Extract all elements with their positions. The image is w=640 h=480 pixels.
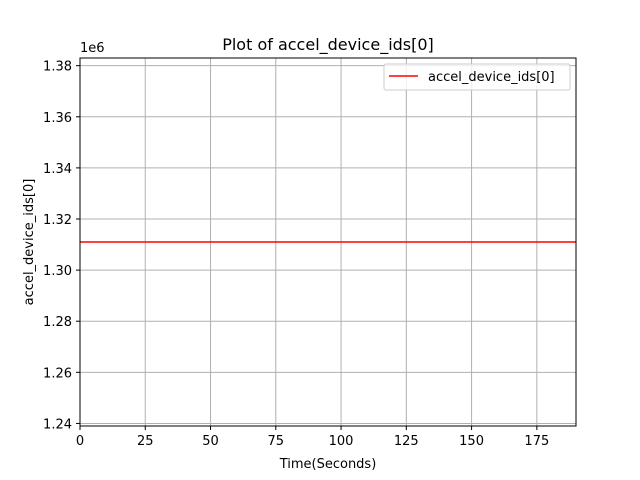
y-tick-label: 1.32	[43, 213, 72, 228]
y-tick-label: 1.28	[43, 315, 72, 330]
x-tick-label: 125	[394, 434, 419, 449]
legend: accel_device_ids[0]	[383, 63, 571, 91]
x-tick-label: 25	[137, 434, 154, 449]
y-axis-offset-text: 1e6	[80, 41, 105, 56]
legend-box	[383, 63, 571, 91]
x-tick-label: 100	[329, 434, 354, 449]
y-axis-label: accel_device_ids[0]	[22, 179, 37, 306]
x-tick-label: 75	[268, 434, 285, 449]
x-tick-label: 150	[459, 434, 484, 449]
y-tick-label: 1.24	[43, 417, 72, 432]
plot-frame	[79, 57, 577, 427]
x-tick-label: 0	[76, 434, 84, 449]
y-tick-label: 1.38	[43, 60, 72, 75]
x-tick-label: 50	[202, 434, 219, 449]
chart-title: Plot of accel_device_ids[0]	[222, 35, 434, 55]
y-axis-ticks: 1.24 1.26 1.28 1.30 1.32 1.34 1.36 1.38	[43, 60, 80, 432]
y-tick-label: 1.36	[43, 111, 72, 126]
x-axis-ticks: 0 25 50 75 100 125 150 175	[76, 426, 549, 449]
x-axis-label: Time(Seconds)	[279, 457, 377, 472]
x-tick-label: 175	[524, 434, 549, 449]
y-tick-label: 1.26	[43, 366, 72, 381]
legend-entry: accel_device_ids[0]	[428, 70, 555, 85]
y-tick-label: 1.34	[43, 162, 72, 177]
y-tick-label: 1.30	[43, 264, 72, 279]
grid	[79, 58, 576, 426]
